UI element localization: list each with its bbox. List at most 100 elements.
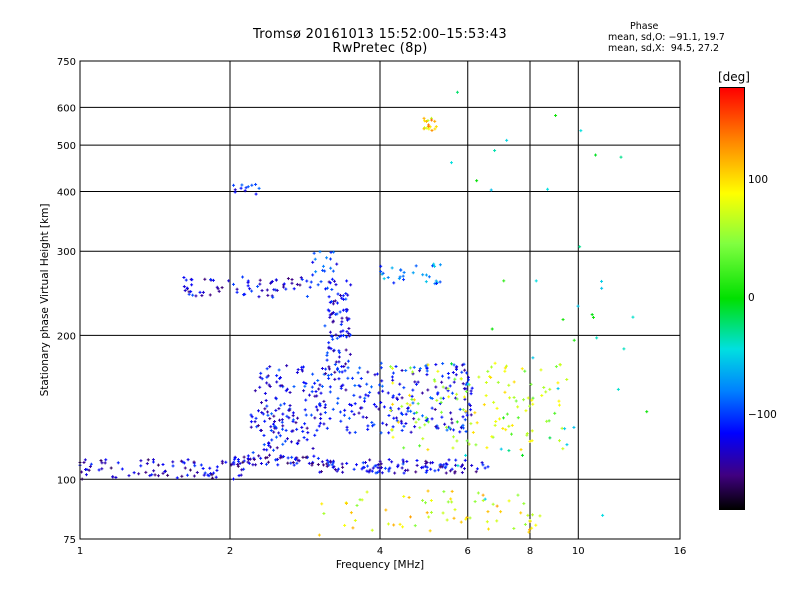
data-point [325, 256, 329, 260]
data-point [313, 381, 317, 385]
data-point [265, 404, 269, 408]
data-point [232, 183, 236, 187]
data-point [590, 313, 594, 317]
data-point [502, 279, 506, 283]
data-point [462, 467, 466, 471]
data-point [493, 149, 497, 153]
data-point [304, 381, 308, 385]
data-point [249, 413, 253, 417]
data-point [442, 463, 446, 467]
data-point [275, 380, 279, 384]
data-point [153, 473, 157, 477]
data-point [440, 380, 444, 384]
data-point [271, 295, 275, 299]
data-point [320, 460, 324, 464]
data-point [411, 401, 415, 405]
data-point [166, 473, 170, 477]
data-point [434, 125, 438, 129]
data-point [265, 375, 269, 379]
data-point [418, 444, 422, 448]
data-point [435, 282, 439, 286]
data-point [320, 366, 324, 370]
data-point [447, 458, 451, 462]
data-point [330, 463, 334, 467]
data-point [277, 407, 281, 411]
data-point [470, 463, 474, 467]
y-tick-label: 75 [63, 535, 76, 546]
data-point [305, 438, 309, 442]
data-point [257, 186, 261, 190]
data-point [275, 446, 279, 450]
colorbar-tick-label: 100 [748, 174, 769, 186]
data-point [339, 384, 343, 388]
data-point [379, 400, 383, 404]
data-point [251, 451, 255, 455]
data-point [246, 457, 250, 461]
data-point [556, 387, 560, 391]
data-point [341, 329, 345, 333]
data-point [377, 383, 381, 387]
data-point [290, 281, 294, 285]
data-point [556, 381, 560, 385]
data-point [425, 511, 429, 515]
data-point [363, 399, 367, 403]
x-tick-label: 2 [227, 546, 233, 557]
data-point [344, 502, 348, 506]
data-point [379, 431, 383, 435]
data-point [512, 380, 516, 384]
data-point [180, 474, 184, 478]
data-point [408, 366, 412, 370]
data-point [227, 279, 231, 283]
data-point [391, 402, 395, 406]
data-point [463, 418, 467, 422]
data-point [299, 276, 303, 280]
data-point [481, 463, 485, 467]
data-point [446, 372, 450, 376]
data-point [421, 465, 425, 469]
data-point [295, 441, 299, 445]
data-point [264, 398, 268, 402]
data-point [200, 294, 204, 298]
data-point [330, 288, 334, 292]
data-point [489, 188, 493, 192]
data-point [220, 286, 224, 290]
data-point [425, 418, 429, 422]
data-point [269, 281, 273, 285]
data-point [264, 456, 268, 460]
data-point [350, 403, 354, 407]
data-point [484, 394, 488, 398]
data-point [358, 498, 362, 502]
data-point [333, 468, 337, 472]
data-point [365, 490, 369, 494]
data-point [343, 523, 347, 527]
data-point [496, 380, 500, 384]
data-point [542, 385, 546, 389]
data-point [334, 312, 338, 316]
data-point [401, 462, 405, 466]
data-point [89, 462, 93, 466]
data-point [368, 390, 372, 394]
data-point [84, 473, 88, 477]
data-point [377, 391, 381, 395]
data-point [361, 415, 365, 419]
data-point [109, 466, 113, 470]
data-point [389, 406, 393, 410]
data-point [473, 411, 477, 415]
data-point [377, 407, 381, 411]
data-point [391, 378, 395, 382]
data-point [428, 529, 432, 533]
data-point [365, 469, 369, 473]
y-tick-label: 600 [57, 103, 76, 114]
data-point [323, 406, 327, 410]
data-point [305, 279, 309, 283]
data-point [203, 471, 207, 475]
data-point [279, 403, 283, 407]
data-point [399, 268, 403, 272]
data-point [349, 283, 353, 287]
data-point [259, 371, 263, 375]
data-point [398, 522, 402, 526]
data-point [273, 419, 277, 423]
data-point [579, 129, 583, 133]
y-tick-label: 100 [57, 475, 76, 486]
data-point [400, 396, 404, 400]
